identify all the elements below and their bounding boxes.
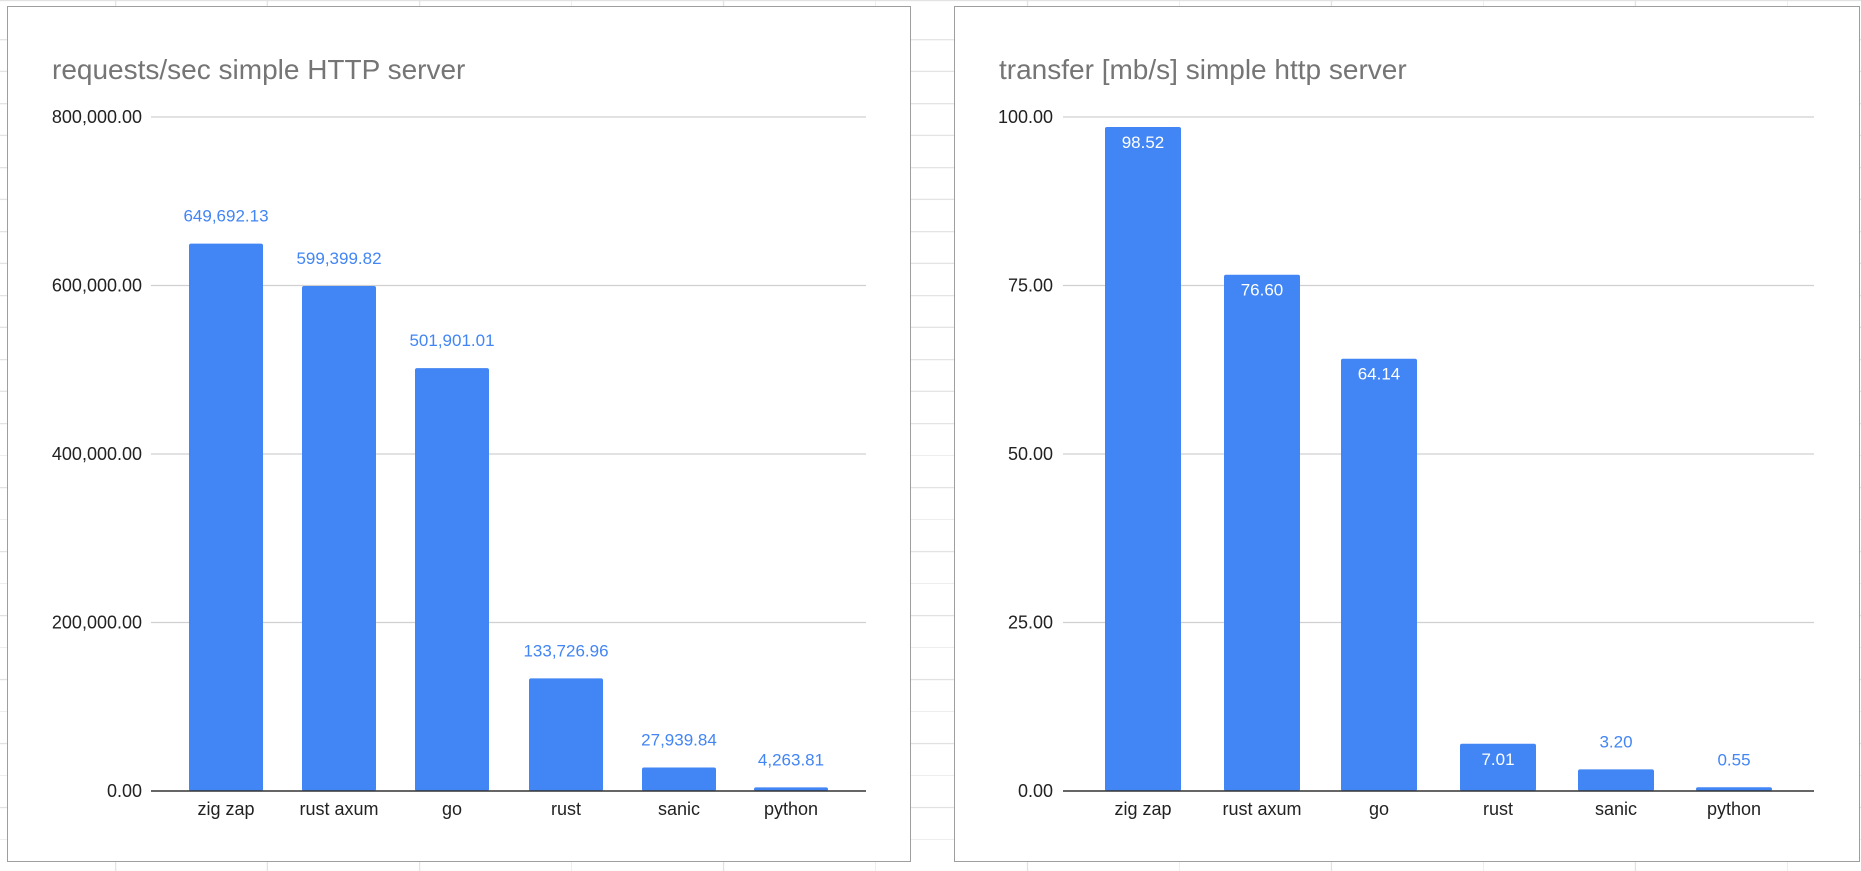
data-label: 4,263.81	[758, 750, 824, 769]
bar-rust-axum	[302, 286, 376, 791]
x-tick-label: rust	[551, 799, 581, 819]
x-tick-label: python	[1707, 799, 1761, 819]
x-tick-label: rust	[1483, 799, 1513, 819]
chart-title: transfer [mb/s] simple http server	[999, 54, 1407, 85]
chart-title: requests/sec simple HTTP server	[52, 54, 465, 85]
bar-go	[415, 368, 489, 791]
y-tick-label: 25.00	[1008, 613, 1053, 633]
bar-sanic	[1578, 769, 1654, 791]
y-tick-label: 600,000.00	[52, 276, 142, 296]
bar-rust	[1460, 743, 1536, 791]
y-tick-label: 200,000.00	[52, 613, 142, 633]
data-label: 133,726.96	[523, 641, 608, 660]
data-label: 649,692.13	[183, 207, 268, 226]
chart-transfer-mbs[interactable]: transfer [mb/s] simple http server 0.00 25…	[954, 6, 1860, 862]
data-label: 599,399.82	[296, 249, 381, 268]
data-label: 98.52	[1122, 133, 1165, 152]
y-tick-label: 75.00	[1008, 276, 1053, 296]
bar-zig-zap	[1105, 126, 1181, 791]
x-tick-label: zig zap	[197, 799, 254, 819]
data-label: 501,901.01	[409, 331, 494, 350]
bar-zig-zap	[189, 243, 263, 791]
bar-python	[754, 787, 828, 791]
y-tick-label: 800,000.00	[52, 107, 142, 127]
data-label: 27,939.84	[641, 730, 717, 749]
chart-svg: transfer [mb/s] simple http server 0.00 25…	[998, 54, 1814, 819]
chart-requests-per-sec[interactable]: requests/sec simple HTTP server 0.00 200,0…	[7, 6, 911, 862]
y-tick-label: 400,000.00	[52, 444, 142, 464]
chart-svg: requests/sec simple HTTP server 0.00 200,0…	[52, 54, 866, 819]
bar-rust	[529, 678, 603, 791]
data-label: 7.01	[1481, 750, 1514, 769]
x-tick-label: go	[442, 799, 462, 819]
bar-go	[1341, 358, 1417, 791]
x-tick-label: sanic	[1595, 799, 1637, 819]
bar-sanic	[642, 767, 716, 791]
y-tick-label: 0.00	[1018, 781, 1053, 801]
y-tick-label: 100.00	[998, 107, 1053, 127]
y-tick-label: 50.00	[1008, 444, 1053, 464]
x-tick-label: rust axum	[299, 799, 378, 819]
x-tick-label: go	[1369, 799, 1389, 819]
y-tick-label: 0.00	[107, 781, 142, 801]
bar-rust-axum	[1224, 274, 1300, 791]
data-label: 76.60	[1241, 281, 1284, 300]
x-tick-label: sanic	[658, 799, 700, 819]
data-label: 64.14	[1358, 365, 1401, 384]
data-label: 3.20	[1599, 732, 1632, 751]
x-tick-label: zig zap	[1114, 799, 1171, 819]
bar-python	[1696, 787, 1772, 791]
x-tick-label: python	[764, 799, 818, 819]
x-tick-label: rust axum	[1222, 799, 1301, 819]
data-label: 0.55	[1717, 750, 1750, 769]
